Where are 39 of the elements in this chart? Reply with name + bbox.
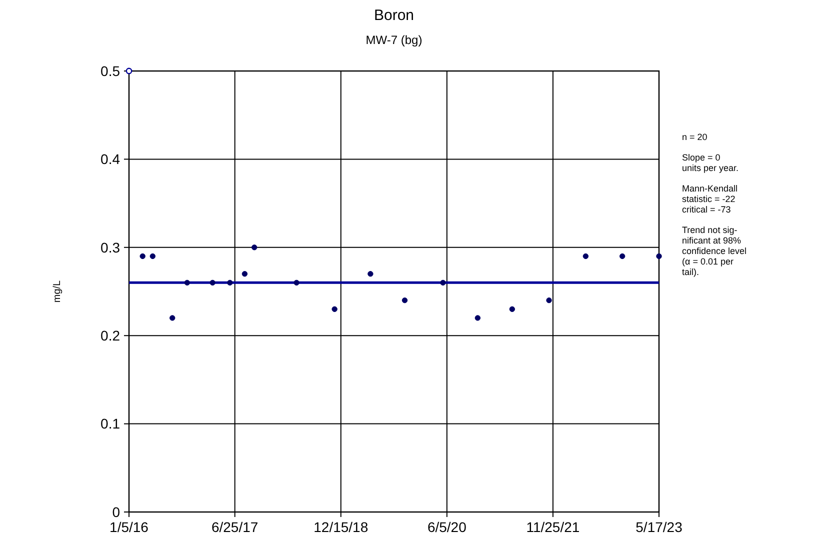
x-tick-label: 6/25/17	[211, 519, 258, 535]
point	[242, 271, 248, 277]
x-tick-label: 6/5/20	[427, 519, 467, 535]
x-tick-label: 1/5/16	[110, 519, 149, 535]
x-tick-label: 11/25/21	[526, 519, 580, 535]
point	[332, 306, 338, 312]
y-tick-label: 0	[112, 504, 120, 520]
point	[582, 253, 589, 260]
point	[170, 315, 176, 321]
point	[546, 297, 552, 304]
point	[150, 253, 156, 260]
point	[227, 280, 233, 286]
point	[184, 280, 190, 286]
y-tick-label: 0.1	[100, 416, 120, 432]
y-axis-title: mg/L	[52, 280, 63, 303]
point	[252, 244, 258, 250]
point	[294, 280, 300, 286]
y-tick-label: 0.4	[100, 151, 120, 168]
point	[474, 315, 481, 321]
x-tick-label: 5/17/23	[636, 519, 683, 535]
point	[619, 253, 626, 260]
point	[509, 306, 516, 312]
y-tick-label: 0.2	[100, 328, 120, 344]
text: Mann-Kendall statistic = -22 critical = -73	[682, 184, 738, 214]
text: Slope = 0 units per year.	[682, 152, 739, 173]
point	[368, 271, 374, 277]
point	[140, 253, 146, 260]
chart-subtitle: MW-7 (bg)	[366, 33, 422, 47]
text: n = 20	[682, 132, 708, 142]
text: Trend not sig- nificant at 98% confidence level (α = 0.01 per tail).	[682, 225, 747, 277]
point	[440, 280, 446, 286]
y-tick-label: 0.5	[100, 62, 120, 79]
point	[402, 297, 408, 304]
x-tick-label: 12/15/18	[314, 519, 368, 535]
y-tick-label: 0.3	[100, 239, 120, 256]
point	[210, 280, 216, 286]
point	[656, 253, 662, 260]
point	[126, 68, 132, 74]
chart-title: Boron	[374, 7, 414, 24]
